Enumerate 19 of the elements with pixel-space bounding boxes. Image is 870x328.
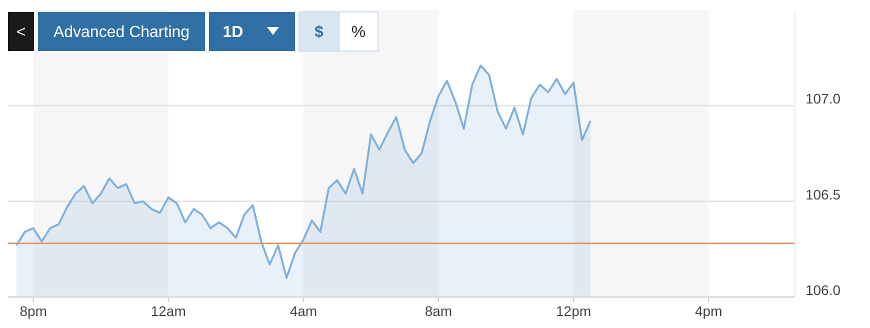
- charting-button[interactable]: Advanced Charting: [38, 12, 205, 51]
- y-tick-label: 107.0: [805, 90, 841, 107]
- annotation: Advanced Charting: [53, 24, 190, 41]
- y-tick-label: 106.5: [805, 186, 841, 202]
- x-tick-label: 8am: [424, 303, 452, 319]
- annotation: 1D: [222, 24, 244, 41]
- x-tick-label: 8pm: [20, 303, 47, 319]
- x-tick-label: 12pm: [556, 303, 592, 319]
- percent-toggle[interactable]: %: [338, 12, 378, 52]
- x-tick-label: 4am: [290, 303, 318, 319]
- back-button[interactable]: <: [8, 12, 34, 51]
- period-dropdown[interactable]: 1D: [209, 12, 295, 51]
- x-tick-label: 12am: [150, 303, 186, 319]
- annotation: $: [314, 24, 324, 41]
- currency-toggle[interactable]: $: [298, 12, 340, 52]
- y-tick-label: 106.0: [805, 282, 841, 298]
- annotation: <: [16, 24, 26, 41]
- x-tick-label: 4pm: [694, 303, 722, 319]
- annotation: %: [351, 24, 366, 41]
